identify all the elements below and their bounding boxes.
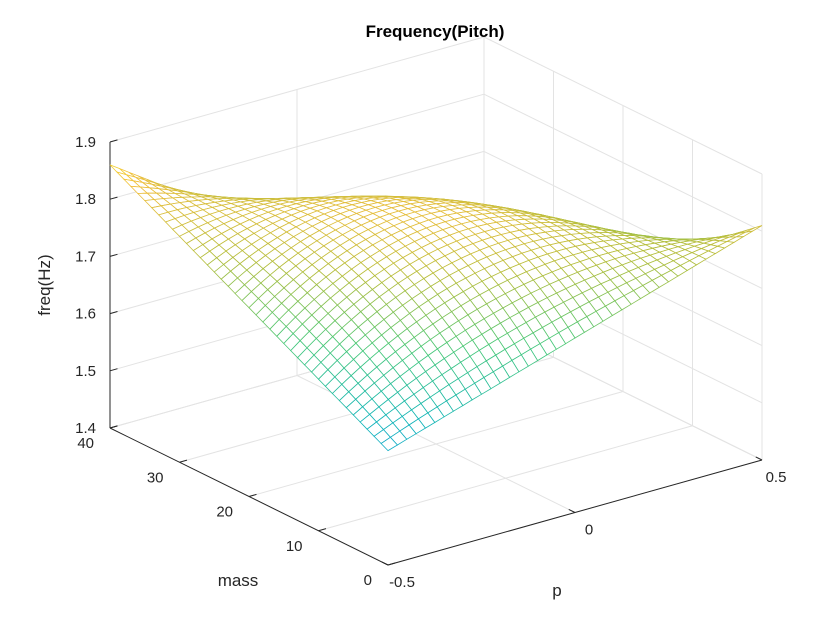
grid-line <box>109 36 485 143</box>
chart-title: Frequency(Pitch) <box>366 22 505 41</box>
y-tick-label: 0 <box>364 572 372 589</box>
z-tick-label: 1.9 <box>75 134 96 151</box>
x-tick-label: -0.5 <box>389 574 415 591</box>
z-axis-label: freq(Hz) <box>35 254 54 315</box>
z-tick-mark <box>109 425 118 429</box>
z-tick-mark <box>109 311 118 315</box>
grid-line <box>483 150 763 289</box>
x-tick-label: 0.5 <box>766 469 787 486</box>
tick-labels: -0.5 0 0.5 0 10 20 30 401.4 1.5 1.6 1.7 1.8 1.9 <box>75 134 786 591</box>
y-tick-label: 20 <box>216 504 233 521</box>
z-tick-label: 1.6 <box>75 306 96 323</box>
y-tick-label: 40 <box>77 435 94 452</box>
surface-cell <box>745 225 763 233</box>
x-axis-label: p <box>552 581 561 600</box>
surface-mesh <box>109 164 763 452</box>
z-tick-label: 1.8 <box>75 191 96 208</box>
y-axis-label: mass <box>218 571 259 590</box>
z-tick-mark <box>109 196 118 200</box>
z-tick-label: 1.7 <box>75 248 96 265</box>
z-tick-label: 1.5 <box>75 363 96 380</box>
grid-line <box>483 36 763 175</box>
grid-line <box>109 93 485 200</box>
grid-line <box>248 391 624 497</box>
axes <box>109 139 763 566</box>
surface-cell <box>380 436 399 452</box>
x-tick-mark <box>755 456 763 461</box>
y-tick-mark <box>318 528 327 532</box>
x-tick-mark <box>381 561 389 566</box>
z-tick-mark <box>109 253 118 257</box>
z-tick-label: 1.4 <box>75 420 96 437</box>
x-tick-mark <box>568 508 576 513</box>
y-tick-mark <box>179 459 188 463</box>
grid-line <box>483 93 763 232</box>
x-tick-label: 0 <box>585 522 593 539</box>
z-tick-mark <box>109 139 118 143</box>
y-tick-mark <box>387 562 396 566</box>
z-tick-mark <box>109 368 118 372</box>
grid-line <box>318 425 693 532</box>
y-tick-mark <box>248 493 257 497</box>
y-tick-label: 30 <box>147 469 164 486</box>
y-tick-label: 10 <box>286 538 303 555</box>
